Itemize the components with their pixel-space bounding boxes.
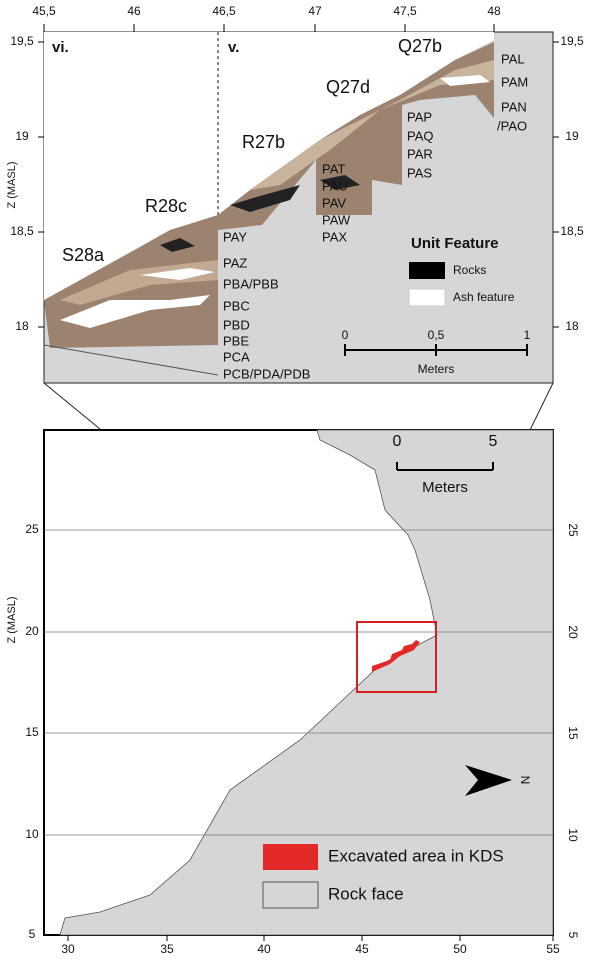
unit-label: PBA/PBB [223,276,279,291]
zone-label: vi. [52,39,69,56]
zone-label: v. [228,39,239,56]
legend-swatch-rock [263,882,318,908]
square-label: Q27d [326,77,370,97]
z-tick-label: 19,5 [10,34,34,48]
unit-label: PAR [407,146,433,161]
x-tick-label: 40 [257,942,271,956]
scale-label: 0,5 [428,328,445,342]
z-tick-label: 18 [565,319,579,333]
unit-label: PBE [223,333,249,348]
legend-title: Unit Feature [411,235,499,252]
unit-label: PAV [322,195,346,210]
unit-label: PAS [407,165,432,180]
x-tick-label: 35 [160,942,174,956]
x-tick-label: 55 [546,942,560,956]
scale-label: 1 [524,328,531,342]
z-tick-label: 20 [566,625,580,639]
square-label: S28a [62,245,105,265]
unit-label: PAQ [407,128,434,143]
unit-label: PAU [322,178,348,193]
legend-label: Rock face [328,884,404,903]
unit-label: PBD [223,317,250,332]
north-label: N [518,776,532,785]
scale-unit: Meters [418,362,455,376]
z-tick-label: 10 [566,828,580,842]
z-tick-label: 25 [25,522,39,536]
x-tick-label: 46 [127,4,141,18]
unit-label: PAM [501,74,528,89]
unit-label: PAP [407,109,432,124]
x-tick-label: 47 [308,4,322,18]
z-axis-label: Z (MASL) [6,596,18,643]
legend-swatch-rocks [409,262,445,279]
unit-label: PBC [223,298,250,313]
unit-label: PAY [223,229,247,244]
z-tick-label: 18,5 [10,224,34,238]
unit-label: PAT [322,161,345,176]
z-tick-label: 19,5 [560,34,584,48]
x-tick-label: 45,5 [32,4,56,18]
square-label: Q27b [398,36,442,56]
z-tick-label: 20 [25,624,39,638]
unit-label: PAN [501,99,527,114]
unit-label: PCB/PDA/PDB [223,366,310,381]
scale-label: 0 [393,433,402,450]
x-tick-label: 50 [453,942,467,956]
unit-label: PAZ [223,255,247,270]
scale-label: 5 [489,433,498,450]
legend-swatch-ash [409,289,445,306]
x-tick-label: 48 [487,4,501,18]
unit-label: PAX [322,229,347,244]
square-label: R28c [145,196,187,216]
z-tick-label: 15 [25,725,39,739]
z-tick-label: 18,5 [560,224,584,238]
unit-label: PAW [322,212,351,227]
x-tick-label: 47,5 [393,4,417,18]
z-tick-label: 5 [29,927,36,941]
unit-label: /PAO [497,118,527,133]
z-tick-label: 19 [15,129,29,143]
scale-label: 0 [342,328,349,342]
x-tick-label: 46,5 [212,4,236,18]
z-tick-label: 19 [565,129,579,143]
legend-swatch-excavated [263,844,318,870]
unit-label: PCA [223,349,250,364]
legend-label: Rocks [453,263,486,277]
z-tick-label: 5 [566,932,580,939]
legend-label: Excavated area in KDS [328,846,504,865]
z-tick-label: 15 [566,726,580,740]
scale-unit: Meters [422,479,468,496]
square-label: R27b [242,132,285,152]
z-tick-label: 18 [15,319,29,333]
figure: 45,5 46 46,5 47 47,5 48 19,5 19,5 19 19 18,5 18,5 18… [0,0,597,960]
x-tick-label: 30 [61,942,75,956]
z-tick-label: 25 [566,523,580,537]
unit-label: PAL [501,51,525,66]
legend-label: Ash feature [453,290,515,304]
z-tick-label: 10 [25,827,39,841]
z-axis-label: Z (MASL) [6,161,18,208]
x-tick-label: 45 [355,942,369,956]
